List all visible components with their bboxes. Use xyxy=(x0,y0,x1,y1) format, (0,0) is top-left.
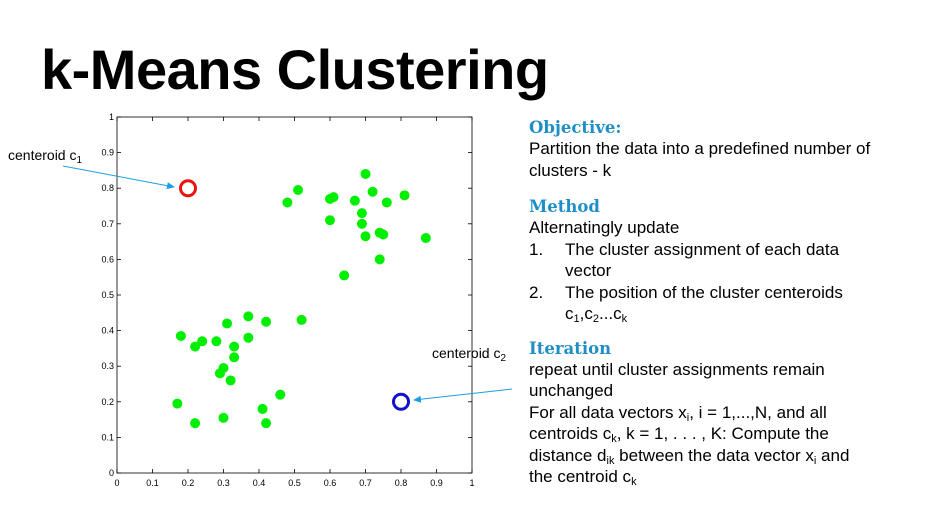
data-point xyxy=(261,418,272,429)
data-point xyxy=(282,197,293,208)
data-point xyxy=(349,195,360,206)
data-point xyxy=(243,332,254,343)
x-tick-label: 1 xyxy=(469,478,474,488)
x-tick-label: 0.8 xyxy=(395,478,408,488)
method-step-1: 1. The cluster assignment of each data v… xyxy=(529,239,840,281)
data-point xyxy=(190,341,201,352)
data-point xyxy=(356,208,367,219)
data-point xyxy=(378,229,389,240)
data-point xyxy=(229,352,240,363)
callout-arrow-c2 xyxy=(413,388,513,403)
x-tick-label: 0.3 xyxy=(217,478,230,488)
data-point xyxy=(360,168,371,179)
method-intro: Alternatingly update xyxy=(529,218,680,237)
plot-frame xyxy=(116,116,473,474)
y-tick-label: 0.4 xyxy=(101,326,114,336)
objective-text: Partition the data into a predefined num… xyxy=(529,139,871,180)
data-point xyxy=(275,389,286,400)
method-section: Method Alternatingly update 1. The clust… xyxy=(529,197,939,325)
data-point xyxy=(218,362,229,373)
data-point xyxy=(293,184,304,195)
data-point xyxy=(325,215,335,226)
data-point xyxy=(229,341,240,352)
centroid-c1-marker xyxy=(179,179,197,198)
objective-section: Objective: Partition the data into a pre… xyxy=(529,118,939,181)
iteration-heading: Iteration xyxy=(529,338,612,358)
method-heading: Method xyxy=(529,197,600,216)
y-tick-label: 0.3 xyxy=(101,361,114,371)
data-point xyxy=(325,193,335,204)
y-tick-label: 0 xyxy=(109,468,114,478)
x-tick-label: 0 xyxy=(114,478,119,488)
data-point xyxy=(257,403,268,414)
data-point xyxy=(367,186,378,197)
data-point xyxy=(381,197,392,208)
data-point xyxy=(222,318,233,329)
centroid-c2-marker xyxy=(392,392,410,411)
y-tick-label: 0.7 xyxy=(101,219,114,229)
iteration-text: repeat until cluster assignments remain … xyxy=(529,359,850,488)
data-point xyxy=(339,270,350,281)
x-tick-label: 0.1 xyxy=(146,478,159,488)
data-point xyxy=(175,330,186,341)
data-point xyxy=(243,311,254,322)
data-point xyxy=(172,398,183,409)
data-point xyxy=(225,375,236,386)
y-tick-label: 0.9 xyxy=(101,148,114,158)
data-point xyxy=(211,336,222,347)
y-tick-label: 0.1 xyxy=(101,432,114,442)
y-tick-label: 0.8 xyxy=(101,183,114,193)
data-point xyxy=(399,190,410,201)
text-panel: Objective: Partition the data into a pre… xyxy=(529,118,939,498)
objective-heading: Objective: xyxy=(529,118,622,137)
data-point xyxy=(296,314,307,325)
data-point xyxy=(356,218,367,229)
x-tick-label: 0.5 xyxy=(288,478,301,488)
y-tick-label: 0.5 xyxy=(101,290,114,300)
y-tick-label: 1 xyxy=(109,112,114,122)
y-tick-label: 0.2 xyxy=(101,397,114,407)
centroid-c2-label: centeroid c2 xyxy=(432,345,507,364)
data-point xyxy=(374,254,385,265)
data-point xyxy=(261,316,272,327)
x-tick-label: 0.2 xyxy=(182,478,195,488)
data-point xyxy=(190,418,201,429)
iteration-section: Iteration repeat until cluster assignmen… xyxy=(529,339,939,488)
x-tick-label: 0.7 xyxy=(359,478,372,488)
centroid-c1-label: centeroid c1 xyxy=(8,147,83,166)
data-point xyxy=(197,336,208,347)
x-tick-label: 0.9 xyxy=(430,478,443,488)
data-point xyxy=(218,412,229,423)
method-step-2: 2. The position of the cluster centeroid… xyxy=(529,282,843,325)
x-tick-label: 0.6 xyxy=(324,478,337,488)
data-point xyxy=(420,233,431,244)
callout-arrow-c1 xyxy=(62,165,175,190)
slide-title: k-Means Clustering xyxy=(41,38,549,101)
x-tick-label: 0.4 xyxy=(253,478,266,488)
data-point xyxy=(360,231,371,242)
y-tick-label: 0.6 xyxy=(101,254,114,264)
